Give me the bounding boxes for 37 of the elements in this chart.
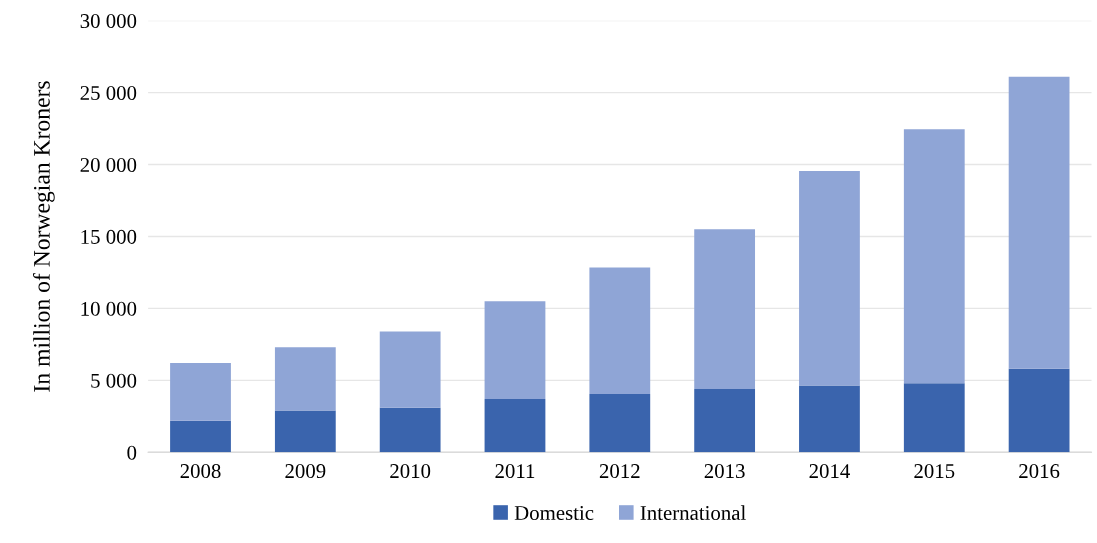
y-axis-title: In million of Norwegian Kroners — [32, 81, 55, 392]
bar — [484, 399, 546, 453]
bar — [484, 301, 546, 400]
bar — [379, 407, 441, 453]
bar — [799, 171, 860, 386]
x-tick-label: 2008 — [180, 464, 221, 479]
y-tick-label: 25 000 — [80, 85, 137, 101]
bar — [1008, 76, 1070, 369]
bar — [694, 229, 756, 390]
x-tick-label: 2011 — [495, 464, 535, 479]
bar — [694, 389, 756, 453]
bar — [1008, 368, 1070, 453]
bar — [274, 410, 336, 453]
y-tick-label: 15 000 — [81, 229, 137, 244]
x-tick-label: 2016 — [1019, 464, 1060, 479]
legend-label: Domestic — [514, 505, 594, 520]
x-tick-label: 2013 — [704, 464, 745, 479]
x-tick-label: 2010 — [390, 464, 431, 479]
y-tick-label: 30 000 — [80, 14, 137, 29]
bar — [379, 331, 441, 408]
bar — [903, 129, 965, 384]
bar — [903, 383, 965, 453]
bar — [170, 363, 231, 421]
bar — [274, 347, 336, 411]
x-tick-label: 2014 — [809, 464, 850, 479]
bar — [170, 420, 231, 453]
x-tick-label: 2015 — [914, 464, 955, 479]
y-tick-label: 20 000 — [80, 157, 137, 172]
legend-label: International — [640, 505, 746, 520]
x-tick-label: 2012 — [599, 464, 640, 479]
bar — [589, 394, 651, 453]
x-tick-label: 2009 — [285, 464, 326, 479]
y-tick-label: 10 000 — [81, 301, 137, 316]
y-tick-label: 5 000 — [91, 373, 137, 388]
y-tick-label: 0 — [127, 445, 137, 460]
bar — [799, 385, 860, 453]
bar — [589, 267, 651, 395]
